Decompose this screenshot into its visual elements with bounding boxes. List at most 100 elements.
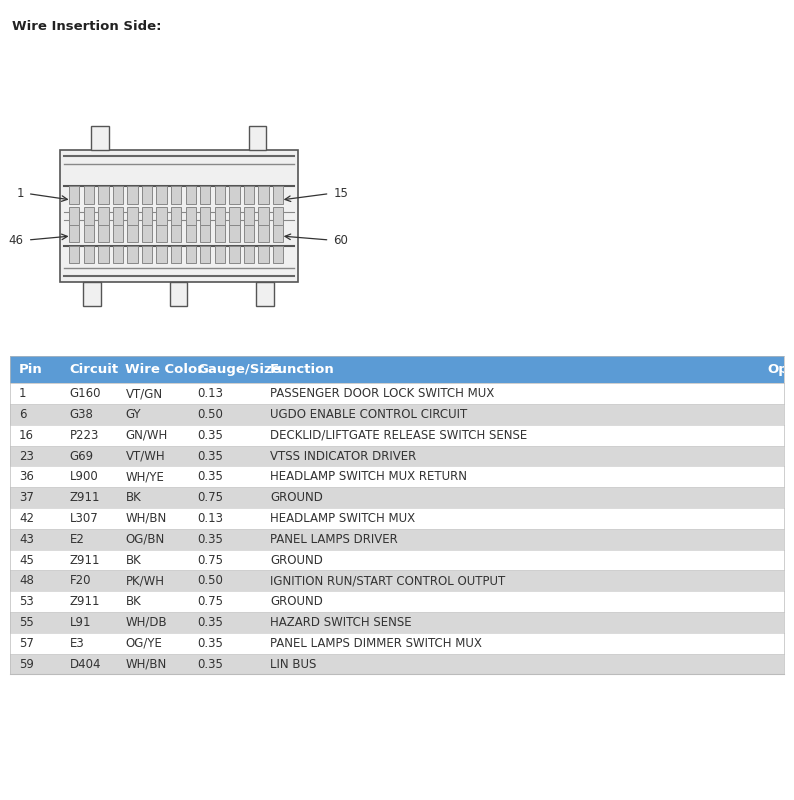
Text: 0.35: 0.35 (198, 429, 224, 442)
Text: 0.75: 0.75 (198, 554, 224, 566)
Text: L900: L900 (70, 470, 98, 483)
Text: F20: F20 (70, 574, 91, 587)
Text: P223: P223 (70, 429, 99, 442)
Bar (98, 246, 109, 263)
Bar (127, 207, 137, 225)
Text: 48: 48 (19, 574, 34, 587)
Bar (142, 186, 152, 204)
Text: 53: 53 (19, 595, 34, 608)
Text: GROUND: GROUND (270, 595, 323, 608)
Bar (142, 246, 152, 263)
Text: 37: 37 (19, 491, 34, 504)
Text: 23: 23 (19, 450, 34, 462)
Bar (200, 207, 210, 225)
Bar (83, 225, 94, 242)
Text: 0.50: 0.50 (198, 408, 224, 421)
Bar (10, 356, 784, 383)
Bar (171, 246, 181, 263)
Bar (249, 126, 266, 150)
Text: BK: BK (125, 595, 141, 608)
Text: 0.50: 0.50 (198, 574, 224, 587)
Bar (200, 225, 210, 242)
Text: Option: Option (767, 363, 794, 376)
Text: 0.35: 0.35 (198, 450, 224, 462)
Bar (258, 186, 268, 204)
Text: Gauge/Size: Gauge/Size (198, 363, 281, 376)
Text: D404: D404 (70, 658, 102, 670)
Text: 0.35: 0.35 (198, 637, 224, 650)
Text: 45: 45 (19, 554, 34, 566)
Bar (156, 207, 167, 225)
Text: OG/BN: OG/BN (125, 533, 164, 546)
Text: Circuit: Circuit (70, 363, 119, 376)
Text: 0.75: 0.75 (198, 595, 224, 608)
Bar (113, 207, 123, 225)
Text: E2: E2 (70, 533, 85, 546)
Bar (258, 207, 268, 225)
Bar (214, 225, 225, 242)
Bar (171, 207, 181, 225)
Text: VT/WH: VT/WH (125, 450, 165, 462)
Text: 46: 46 (9, 234, 24, 246)
Bar (244, 225, 254, 242)
Bar (69, 225, 79, 242)
Bar (229, 186, 240, 204)
Bar (91, 126, 109, 150)
Bar (60, 150, 298, 282)
Text: HEADLAMP SWITCH MUX RETURN: HEADLAMP SWITCH MUX RETURN (270, 470, 467, 483)
Bar (142, 225, 152, 242)
Text: PK/WH: PK/WH (125, 574, 164, 587)
Bar (10, 633, 784, 654)
Text: 15: 15 (333, 187, 349, 200)
Bar (83, 186, 94, 204)
Text: WH/YE: WH/YE (125, 470, 164, 483)
Bar (10, 404, 784, 425)
Bar (170, 282, 187, 306)
Bar (83, 207, 94, 225)
Text: GN/WH: GN/WH (125, 429, 168, 442)
Bar (171, 186, 181, 204)
Text: IGNITION RUN/START CONTROL OUTPUT: IGNITION RUN/START CONTROL OUTPUT (270, 574, 505, 587)
Text: UGDO ENABLE CONTROL CIRCUIT: UGDO ENABLE CONTROL CIRCUIT (270, 408, 467, 421)
Bar (256, 282, 274, 306)
Text: WH/BN: WH/BN (125, 658, 167, 670)
Text: 60: 60 (333, 234, 349, 246)
Text: Function: Function (270, 363, 335, 376)
Text: 57: 57 (19, 637, 34, 650)
Bar (156, 186, 167, 204)
Text: 1: 1 (17, 187, 24, 200)
Bar (10, 425, 784, 446)
Text: 1: 1 (19, 387, 26, 400)
Text: PANEL LAMPS DRIVER: PANEL LAMPS DRIVER (270, 533, 398, 546)
Text: 0.13: 0.13 (198, 387, 224, 400)
Bar (10, 466, 784, 487)
Text: WH/BN: WH/BN (125, 512, 167, 525)
Bar (127, 225, 137, 242)
Bar (229, 225, 240, 242)
Bar (273, 186, 283, 204)
Bar (98, 186, 109, 204)
Bar (10, 529, 784, 550)
Text: BK: BK (125, 554, 141, 566)
Text: 0.75: 0.75 (198, 491, 224, 504)
Bar (200, 246, 210, 263)
Text: L91: L91 (70, 616, 91, 629)
Text: 59: 59 (19, 658, 34, 670)
Bar (186, 246, 196, 263)
Text: G69: G69 (70, 450, 94, 462)
Text: 43: 43 (19, 533, 34, 546)
Bar (69, 186, 79, 204)
Bar (10, 612, 784, 633)
Text: Z911: Z911 (70, 491, 100, 504)
Text: OG/YE: OG/YE (125, 637, 162, 650)
Text: 0.35: 0.35 (198, 658, 224, 670)
Bar (113, 186, 123, 204)
Bar (186, 186, 196, 204)
Bar (273, 207, 283, 225)
Text: VT/GN: VT/GN (125, 387, 163, 400)
Bar (229, 246, 240, 263)
Bar (244, 246, 254, 263)
Bar (244, 207, 254, 225)
Text: G38: G38 (70, 408, 94, 421)
Bar (214, 246, 225, 263)
